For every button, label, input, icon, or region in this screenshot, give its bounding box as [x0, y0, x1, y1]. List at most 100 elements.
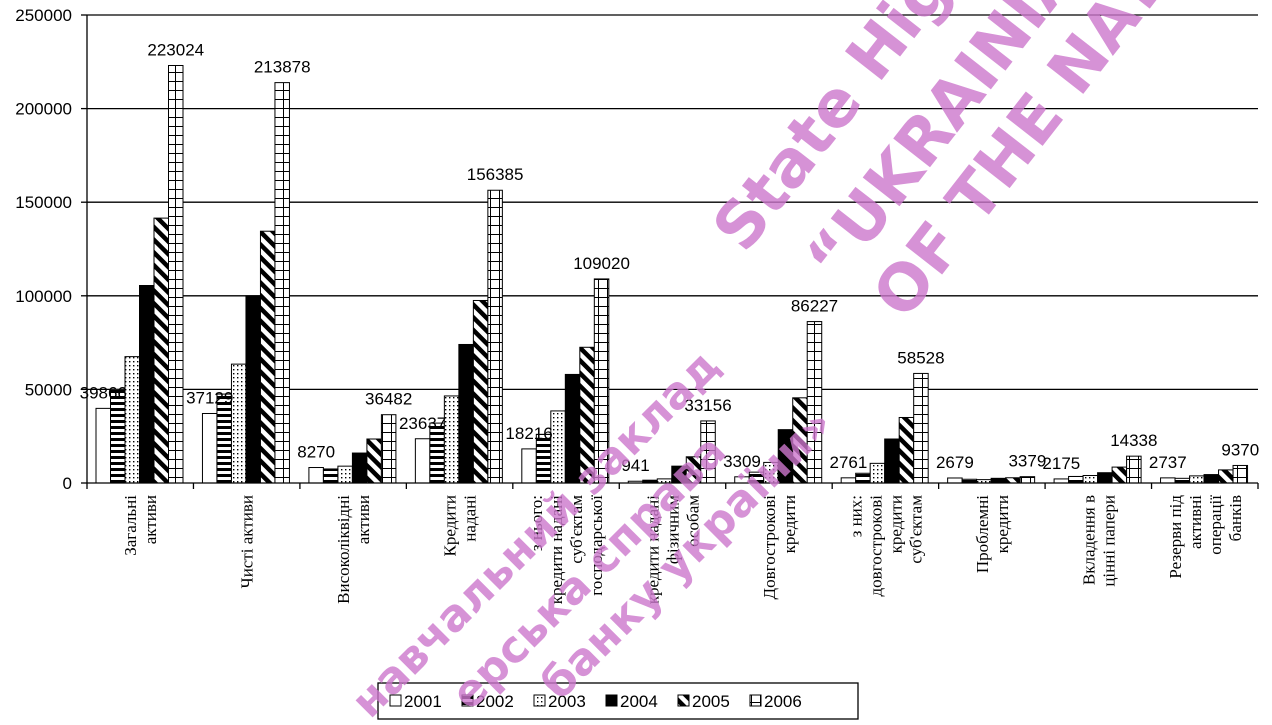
data-labels: 39866 223024 37129 213878 8270 36482 23637 1563… — [80, 40, 1260, 475]
legend-item: 2002 — [461, 692, 514, 711]
category-label: Резерви під активні операції банків — [1166, 495, 1245, 579]
bar-2003 — [337, 465, 353, 484]
legend-label: 2005 — [692, 692, 730, 711]
category-label-line: з нього: — [527, 495, 546, 551]
category-label-line: Проблемні — [973, 495, 992, 573]
bar-2006 — [913, 372, 929, 484]
legend-item: 2001 — [389, 692, 442, 711]
category-label: Проблемні кредити — [973, 495, 1012, 573]
category-label-line: кредити — [780, 495, 799, 553]
bar-2006 — [274, 82, 290, 484]
category-label-line: Резерви під — [1166, 495, 1185, 579]
bar-2006 — [168, 64, 184, 484]
legend-item: 2003 — [533, 692, 586, 711]
legend: 2001 2002 2003 2004 2005 2006 — [377, 682, 859, 720]
bar-2001 — [1160, 477, 1176, 484]
category-label-line: особам — [684, 495, 703, 547]
y-axis-ticks: 0 50000 100000 150000 200000 250000 — [15, 6, 72, 493]
bar-2004 — [884, 438, 900, 484]
bar-2005 — [1005, 477, 1021, 484]
data-label: 156385 — [467, 165, 524, 184]
bar-2003 — [1082, 475, 1099, 484]
data-label: 36482 — [365, 390, 412, 409]
legend-swatch — [605, 694, 618, 707]
category-label-line: Кредити — [441, 495, 460, 556]
legend-item: 2004 — [605, 692, 658, 711]
category-label-line: Чисті активи — [238, 495, 257, 588]
bar-2005 — [472, 299, 489, 484]
bar-2004 — [1203, 474, 1220, 484]
category-label-line: операції — [1206, 495, 1225, 555]
bar-2003 — [1189, 475, 1205, 484]
bar-2004 — [139, 285, 155, 484]
category-label-line: господарської — [587, 495, 606, 596]
y-tick-label: 200000 — [15, 100, 72, 119]
legend-label: 2002 — [476, 692, 514, 711]
bar-2005 — [366, 438, 382, 484]
bar-2002 — [322, 468, 339, 484]
data-label: 23637 — [399, 414, 446, 433]
category-label: Загальні активи — [121, 495, 160, 556]
data-label: 86227 — [791, 297, 838, 316]
bar-2003 — [124, 356, 140, 484]
category-label-line: кредити надані — [644, 495, 663, 605]
bar-2002 — [110, 388, 126, 484]
bar-2001 — [414, 438, 431, 484]
bar-2004 — [351, 452, 368, 484]
bar-2002 — [1174, 477, 1191, 484]
bar-2005 — [1111, 466, 1128, 484]
data-label: 39866 — [80, 383, 127, 402]
bar-2005 — [1218, 469, 1234, 484]
category-label-line: з них: — [846, 495, 865, 537]
bar-2001 — [947, 477, 963, 484]
category-label-line: Вкладення в — [1079, 495, 1098, 585]
category-label-line: активи — [141, 495, 160, 544]
bar-2003 — [869, 462, 886, 484]
category-label-line: кредити надані — [547, 495, 566, 605]
legend-label: 2006 — [764, 692, 802, 711]
data-label: 213878 — [254, 58, 311, 77]
category-label: Високоліквідні активи — [334, 495, 373, 604]
data-label: 58528 — [897, 348, 944, 367]
category-label: з них: довгострокові кредити суб'єктам — [846, 495, 925, 597]
category-label-line: цінні папери — [1099, 495, 1118, 587]
bar-2003 — [230, 363, 247, 484]
bar-2001 — [840, 477, 857, 484]
data-label: 941 — [621, 456, 649, 475]
legend-item: 2005 — [677, 692, 730, 711]
bar-2005 — [153, 217, 169, 484]
bar-2001 — [521, 448, 537, 484]
bar-2004 — [1097, 472, 1113, 484]
category-label-line: суб'єктам — [567, 495, 586, 564]
data-label: 223024 — [147, 40, 204, 59]
legend-item: 2006 — [749, 692, 802, 711]
legend-swatch — [389, 694, 402, 707]
data-label: 9370 — [1221, 440, 1259, 459]
bar-2003 — [443, 395, 460, 484]
bar-2006 — [1019, 476, 1036, 484]
category-label-line: фізичним — [664, 495, 683, 564]
bar-2001 — [308, 467, 324, 484]
y-tick-label: 250000 — [15, 6, 72, 25]
category-label: Кредити надані — [441, 495, 480, 557]
category-label-line: кредити — [993, 495, 1012, 553]
legend-swatch — [533, 694, 546, 707]
data-label: 109020 — [573, 254, 630, 273]
category-label-line: Високоліквідні — [334, 495, 353, 604]
legend-swatch — [749, 694, 762, 707]
y-tick-label: 150000 — [15, 193, 72, 212]
bar-2004 — [458, 343, 474, 484]
axes — [81, 14, 1259, 489]
category-label: кредити надані фізичним особам — [644, 495, 703, 605]
legend-swatch — [461, 694, 474, 707]
data-label: 2679 — [936, 453, 974, 472]
bar-2005 — [259, 230, 276, 484]
data-label: 2761 — [830, 453, 868, 472]
category-label-line: Загальні — [121, 495, 140, 556]
legend-swatch — [677, 694, 690, 707]
bar-2005 — [898, 416, 915, 484]
y-tick-label: 100000 — [15, 287, 72, 306]
data-label: 2175 — [1042, 454, 1080, 473]
